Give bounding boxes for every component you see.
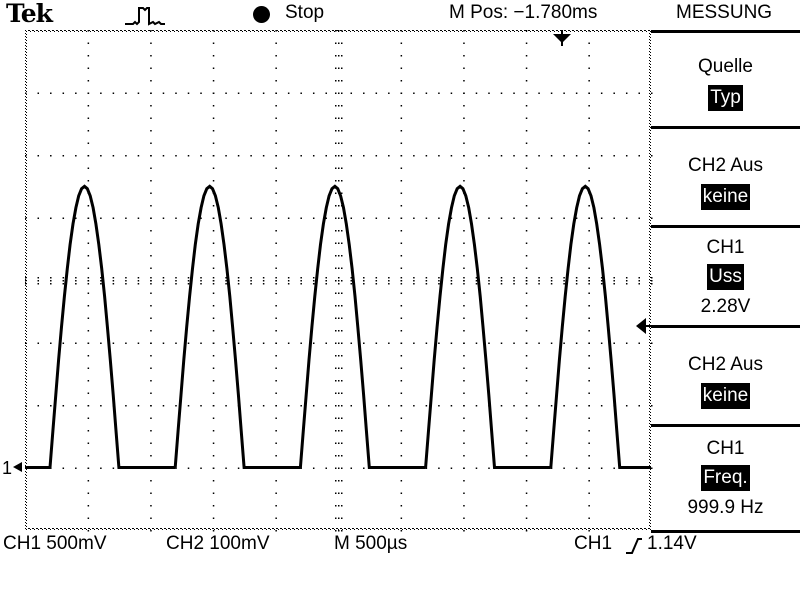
timebase: M 500µs xyxy=(334,533,408,554)
ch1-ground-marker: 1 xyxy=(2,458,12,478)
side-menu-reading: 999.9 Hz xyxy=(687,497,764,518)
trigger-source: CH1 xyxy=(574,533,613,554)
ch2-scale: CH2 100mV xyxy=(166,533,270,554)
side-menu-label: CH1 xyxy=(706,438,745,459)
ch1-ground-arrow-icon xyxy=(13,462,22,472)
status-bar: CH1 500mV CH2 100mV M 500µs CH1 1.14V xyxy=(0,533,800,563)
side-menu-measure-2-button[interactable]: CH2 Aus keine xyxy=(651,132,800,228)
side-menu-measure-5-button[interactable]: CH1 Freq. 999.9 Hz xyxy=(651,430,800,530)
ch1-waveform xyxy=(25,184,651,469)
run-state-label: Stop xyxy=(285,2,325,23)
side-menu-label: CH1 xyxy=(706,237,745,258)
side-menu-value: keine xyxy=(700,184,751,210)
brand-logo: Tek xyxy=(6,0,53,28)
side-menu-value: Freq. xyxy=(701,465,750,491)
side-menu-reading: 2.28V xyxy=(700,296,751,317)
side-menu-value: keine xyxy=(700,383,751,409)
side-menu-label: CH2 Aus xyxy=(688,155,763,176)
side-menu-value: Typ xyxy=(708,85,743,111)
header-bar: Tek Stop M Pos: −1.780ms MESSUNG xyxy=(0,0,800,30)
side-menu-label: Quelle xyxy=(698,56,753,77)
trigger-level: 1.14V xyxy=(647,533,697,554)
trigger-level-left-arrow-icon xyxy=(636,318,646,334)
menu-title: MESSUNG xyxy=(676,2,773,23)
side-menu: Quelle Typ CH2 Aus keine CH1 Uss 2.28V C… xyxy=(651,30,800,530)
horizontal-position: M Pos: −1.780ms xyxy=(449,2,598,23)
ch1-scale: CH1 500mV xyxy=(3,533,107,554)
side-menu-label: CH2 Aus xyxy=(688,354,763,375)
rising-edge-icon xyxy=(626,538,642,554)
side-menu-source-button[interactable]: Quelle Typ xyxy=(651,33,800,129)
pulse-waveform-icon xyxy=(125,7,165,26)
side-menu-measure-3-button[interactable]: CH1 Uss 2.28V xyxy=(651,231,800,328)
side-menu-measure-4-button[interactable]: CH2 Aus keine xyxy=(651,331,800,427)
side-menu-value: Uss xyxy=(707,264,744,290)
stop-dot-icon xyxy=(253,6,270,23)
